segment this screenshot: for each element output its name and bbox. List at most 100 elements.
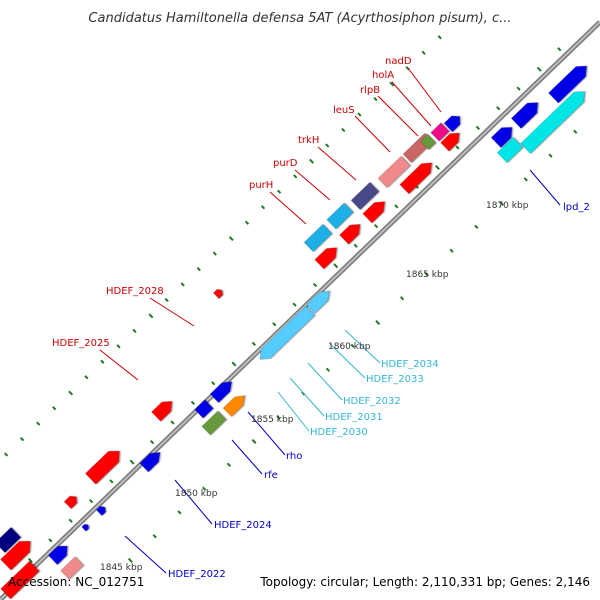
tick-mark — [196, 266, 201, 272]
tick-mark — [3, 452, 9, 457]
gene-feature — [151, 401, 173, 422]
tick-mark — [548, 153, 553, 158]
tick-mark — [293, 174, 298, 179]
kbp-label: 1845 kbp — [100, 563, 143, 573]
gene-feature — [259, 305, 316, 360]
tick-mark — [353, 243, 358, 248]
tick-mark — [523, 177, 528, 182]
leader-line — [377, 95, 419, 137]
kbp-label: 1870 kbp — [486, 201, 529, 211]
map-title: Candidatus Hamiltonella defensa 5AT (Acy… — [88, 11, 511, 26]
tick-mark — [373, 96, 378, 102]
tick-mark — [251, 341, 257, 347]
gene-feature — [81, 523, 90, 532]
leader-line — [354, 115, 391, 153]
tick-mark — [190, 400, 196, 406]
gene-label: rho — [286, 451, 302, 462]
tick-mark — [228, 236, 234, 242]
tick-mark — [394, 204, 399, 209]
gene-feature — [194, 399, 214, 419]
tick-mark — [292, 302, 297, 307]
tick-mark — [164, 297, 169, 303]
scale-labels: 1845 kbp 1850 kbp 1855 kbp 1860 kbp 1865… — [100, 201, 529, 573]
tick-mark — [375, 319, 381, 325]
leader-line — [99, 349, 139, 381]
gene-label: rlpB — [360, 85, 380, 96]
gene-label: rfe — [264, 470, 278, 481]
leader-line — [294, 169, 331, 201]
tick-mark — [325, 143, 330, 148]
tick-mark — [475, 125, 481, 131]
gene-labels: nadD holA rlpB leuS trkH purD purH HDEF_… — [52, 56, 590, 580]
tick-mark — [152, 534, 157, 539]
tick-mark — [226, 462, 232, 467]
kbp-label: 1860 kbp — [328, 342, 371, 352]
gene-feature — [377, 155, 411, 189]
tick-mark — [325, 367, 331, 372]
tick-mark — [211, 381, 216, 386]
leader-line — [307, 362, 343, 401]
tick-mark — [177, 510, 182, 515]
tick-marks — [3, 35, 578, 563]
gene-feature — [496, 136, 524, 164]
tick-mark — [231, 361, 237, 367]
tick-mark — [557, 47, 562, 52]
gene-feature — [60, 556, 84, 580]
leader-line — [391, 81, 432, 127]
tick-mark — [36, 421, 41, 426]
gene-feature — [362, 201, 385, 224]
gene-label: HDEF_2030 — [310, 427, 368, 438]
leader-line — [231, 439, 263, 475]
gene-feature — [0, 526, 22, 554]
gene-feature — [548, 65, 587, 104]
gene-feature — [139, 452, 161, 473]
tick-mark — [312, 282, 318, 288]
tick-mark — [202, 486, 207, 491]
gene-feature — [350, 181, 380, 211]
gene-label: holA — [372, 70, 394, 81]
tick-mark — [434, 164, 440, 170]
gene-feature — [314, 247, 337, 270]
gene-feature — [222, 395, 246, 418]
tick-mark — [437, 35, 442, 40]
leader-line — [174, 479, 213, 525]
leader-line — [407, 67, 442, 113]
gene-label: lpd_2 — [563, 202, 590, 213]
gene-label: purD — [273, 158, 298, 169]
genome-summary-text: Topology: circular; Length: 2,110,331 bp… — [259, 575, 590, 589]
tick-mark — [100, 359, 105, 364]
tick-mark — [19, 436, 25, 442]
gene-label: leuS — [333, 105, 355, 116]
tick-mark — [276, 189, 282, 194]
leader-line — [124, 535, 167, 574]
gene-feature — [47, 545, 68, 566]
tick-mark — [180, 282, 185, 287]
tick-mark — [170, 420, 175, 425]
tick-mark — [357, 112, 362, 117]
gene-label: purH — [249, 180, 273, 191]
tick-mark — [260, 205, 266, 210]
gene-feature — [212, 288, 223, 300]
tick-mark — [373, 223, 379, 229]
tick-mark — [272, 322, 277, 327]
kbp-label: 1865 kbp — [406, 270, 449, 280]
gene-label: trkH — [298, 135, 319, 146]
label-leader-lines — [99, 67, 561, 574]
gene-label: HDEF_2024 — [214, 520, 272, 531]
genome-backbone-highlight — [0, 21, 600, 600]
tick-mark — [498, 201, 504, 207]
gene-feature — [63, 495, 78, 510]
tick-mark — [399, 296, 405, 301]
gene-feature — [303, 223, 333, 253]
leader-line — [529, 169, 561, 206]
gene-feature — [326, 202, 354, 230]
tick-mark — [88, 498, 94, 504]
tick-mark — [52, 406, 57, 411]
tick-mark — [424, 272, 429, 277]
gene-label: HDEF_2028 — [106, 286, 164, 297]
leader-line — [247, 411, 286, 456]
tick-mark — [212, 251, 217, 256]
tick-mark — [474, 224, 479, 230]
